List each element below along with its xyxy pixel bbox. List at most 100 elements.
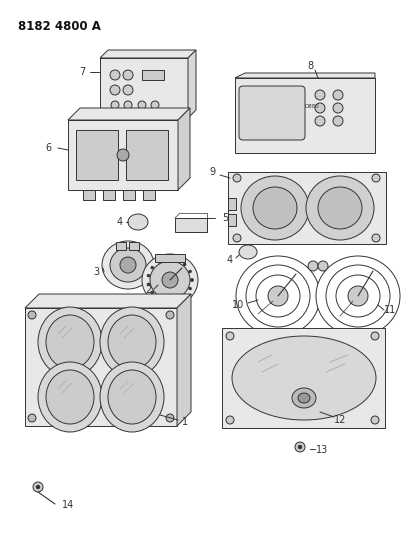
Ellipse shape [240, 176, 308, 240]
Ellipse shape [314, 90, 324, 100]
Ellipse shape [236, 256, 319, 336]
Bar [227, 214, 236, 226]
Text: 3: 3 [93, 267, 99, 277]
Ellipse shape [190, 279, 193, 281]
Ellipse shape [183, 294, 185, 297]
Ellipse shape [252, 187, 296, 229]
Ellipse shape [370, 332, 378, 340]
Bar [68, 120, 178, 190]
Text: 13: 13 [315, 445, 327, 455]
Ellipse shape [100, 362, 164, 432]
Ellipse shape [347, 286, 367, 306]
Bar [126, 130, 168, 180]
Text: 4: 4 [117, 217, 123, 227]
Text: 7: 7 [79, 67, 85, 77]
Text: 9: 9 [209, 167, 215, 177]
Text: 12: 12 [333, 415, 345, 425]
Ellipse shape [315, 256, 399, 336]
Ellipse shape [120, 257, 136, 273]
Ellipse shape [102, 241, 154, 289]
Bar [129, 242, 139, 250]
Ellipse shape [157, 261, 160, 263]
Ellipse shape [138, 101, 146, 109]
Ellipse shape [225, 332, 234, 340]
Text: 10: 10 [231, 300, 243, 310]
Polygon shape [188, 50, 196, 118]
Text: 14: 14 [62, 500, 74, 510]
Ellipse shape [305, 176, 373, 240]
Bar [227, 198, 236, 210]
Ellipse shape [124, 101, 132, 109]
Ellipse shape [332, 90, 342, 100]
Bar [83, 190, 95, 200]
Ellipse shape [166, 414, 173, 422]
Ellipse shape [297, 393, 309, 403]
Bar [142, 70, 164, 80]
Ellipse shape [189, 270, 191, 273]
Ellipse shape [157, 297, 160, 300]
Ellipse shape [371, 234, 379, 242]
Ellipse shape [166, 311, 173, 319]
Ellipse shape [314, 116, 324, 126]
Text: 11: 11 [383, 305, 395, 315]
Polygon shape [234, 73, 374, 78]
Text: 8: 8 [306, 61, 312, 71]
Ellipse shape [332, 103, 342, 113]
Ellipse shape [28, 311, 36, 319]
Text: 2: 2 [144, 285, 151, 295]
Ellipse shape [38, 362, 102, 432]
Bar [25, 308, 177, 426]
Polygon shape [177, 294, 191, 426]
Ellipse shape [150, 261, 189, 299]
Ellipse shape [38, 307, 102, 377]
Ellipse shape [370, 416, 378, 424]
Ellipse shape [231, 336, 375, 420]
Text: 4: 4 [227, 255, 232, 265]
Text: 1: 1 [182, 417, 188, 427]
Ellipse shape [317, 261, 327, 271]
Polygon shape [68, 108, 189, 120]
Ellipse shape [297, 445, 301, 449]
Ellipse shape [162, 272, 178, 288]
Ellipse shape [147, 283, 149, 286]
Ellipse shape [332, 116, 342, 126]
Ellipse shape [117, 149, 129, 161]
Ellipse shape [147, 274, 149, 277]
Ellipse shape [108, 370, 155, 424]
Polygon shape [25, 294, 191, 308]
Ellipse shape [317, 187, 361, 229]
Bar [234, 78, 374, 153]
Bar [76, 130, 118, 180]
Ellipse shape [245, 265, 309, 327]
Ellipse shape [166, 300, 169, 302]
Ellipse shape [33, 482, 43, 492]
Ellipse shape [108, 315, 155, 369]
Ellipse shape [110, 248, 146, 282]
Ellipse shape [314, 103, 324, 113]
Text: D880: D880 [304, 104, 319, 109]
Ellipse shape [335, 275, 379, 317]
Ellipse shape [142, 254, 198, 306]
Polygon shape [100, 50, 196, 58]
Ellipse shape [175, 299, 178, 301]
Ellipse shape [255, 275, 299, 317]
Ellipse shape [151, 266, 153, 269]
Ellipse shape [166, 258, 169, 260]
Bar [103, 190, 115, 200]
Bar [227, 172, 385, 244]
Ellipse shape [291, 388, 315, 408]
Text: 6: 6 [45, 143, 51, 153]
Ellipse shape [371, 174, 379, 182]
Text: 8182 4800 A: 8182 4800 A [18, 20, 101, 33]
Ellipse shape [294, 442, 304, 452]
Bar [155, 254, 184, 262]
Ellipse shape [46, 315, 94, 369]
Text: 5: 5 [221, 213, 227, 223]
Ellipse shape [123, 85, 133, 95]
Bar [116, 242, 126, 250]
Ellipse shape [111, 101, 119, 109]
Ellipse shape [183, 263, 185, 265]
Ellipse shape [175, 259, 178, 261]
Ellipse shape [36, 485, 40, 489]
Ellipse shape [189, 287, 191, 290]
